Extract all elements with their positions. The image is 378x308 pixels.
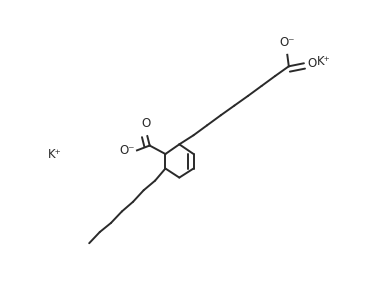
Text: K⁺: K⁺: [317, 55, 330, 68]
Text: O: O: [141, 117, 150, 130]
Text: O: O: [307, 57, 316, 70]
Text: O⁻: O⁻: [119, 144, 135, 157]
Text: K⁺: K⁺: [48, 148, 61, 160]
Text: O⁻: O⁻: [280, 36, 295, 49]
